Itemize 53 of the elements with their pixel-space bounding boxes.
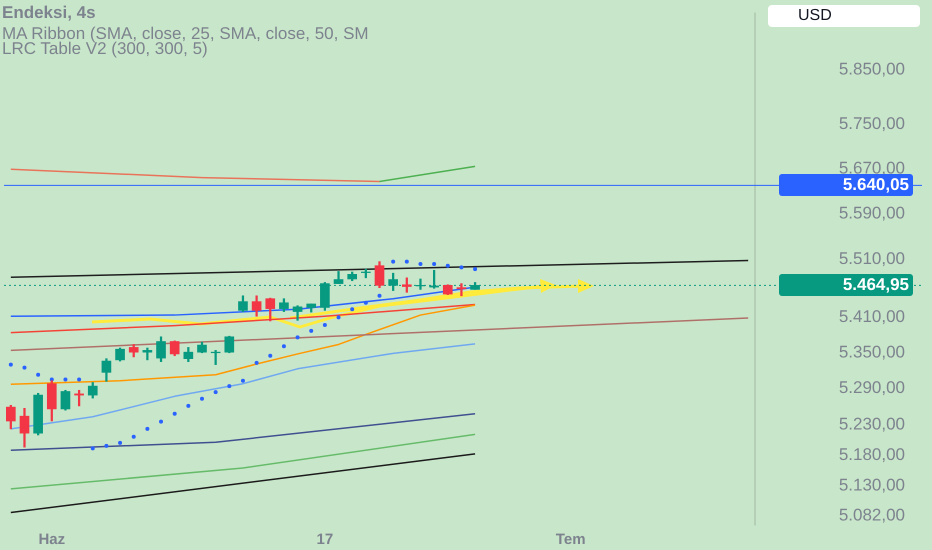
point bbox=[63, 378, 68, 382]
y-tick-label: 5.230,00 bbox=[838, 414, 905, 434]
y-tick-label: 5.130,00 bbox=[838, 476, 905, 495]
point bbox=[172, 412, 177, 416]
ref-line-label: 5.464,95 bbox=[779, 274, 913, 296]
x-tick-label: Tem bbox=[556, 531, 586, 548]
point bbox=[8, 362, 13, 367]
ref-line-label: 5.640,05 bbox=[779, 174, 913, 196]
point bbox=[36, 372, 40, 377]
point bbox=[145, 426, 150, 431]
y-tick-label: 5.750,00 bbox=[838, 114, 905, 133]
point bbox=[432, 262, 436, 266]
text: USD bbox=[798, 7, 832, 24]
y-tick-label: 5.850,00 bbox=[838, 59, 905, 78]
text: MA Ribbon (SMA, close, 25, SMA, close, 50, SM bbox=[2, 24, 369, 43]
point bbox=[336, 315, 341, 320]
point bbox=[186, 404, 190, 408]
point bbox=[296, 335, 300, 340]
point bbox=[404, 260, 409, 264]
point bbox=[22, 366, 26, 370]
point bbox=[227, 384, 232, 388]
point bbox=[309, 328, 314, 333]
point bbox=[459, 265, 464, 270]
chart-title: Endeksi, 4s bbox=[2, 3, 96, 23]
point bbox=[268, 354, 272, 358]
point bbox=[282, 344, 286, 348]
point bbox=[473, 267, 478, 272]
point bbox=[118, 440, 122, 445]
y-tick-label: 5.590,00 bbox=[838, 203, 905, 222]
point bbox=[322, 323, 327, 328]
y-tick-label: 5.082,00 bbox=[838, 505, 905, 524]
point bbox=[350, 307, 354, 312]
point bbox=[104, 444, 108, 448]
y-tick-label: 5.180,00 bbox=[838, 444, 905, 464]
point bbox=[132, 434, 136, 439]
point bbox=[90, 446, 95, 450]
point bbox=[378, 294, 382, 298]
point bbox=[418, 262, 422, 266]
point bbox=[200, 396, 204, 401]
y-tick-label: 5.510,00 bbox=[838, 249, 905, 268]
point bbox=[446, 264, 450, 268]
point bbox=[364, 300, 368, 305]
point bbox=[391, 260, 396, 264]
point bbox=[240, 378, 245, 383]
point bbox=[159, 420, 164, 424]
x-tick-label: 17 bbox=[316, 531, 334, 548]
x-tick-label: Haz bbox=[38, 531, 66, 548]
y-tick-label: 5.410,00 bbox=[838, 307, 905, 326]
point bbox=[77, 378, 82, 382]
point bbox=[254, 360, 259, 365]
y-tick-label: 5.290,00 bbox=[838, 378, 905, 398]
point bbox=[214, 390, 218, 394]
y-tick-label: 5.350,00 bbox=[838, 342, 905, 362]
